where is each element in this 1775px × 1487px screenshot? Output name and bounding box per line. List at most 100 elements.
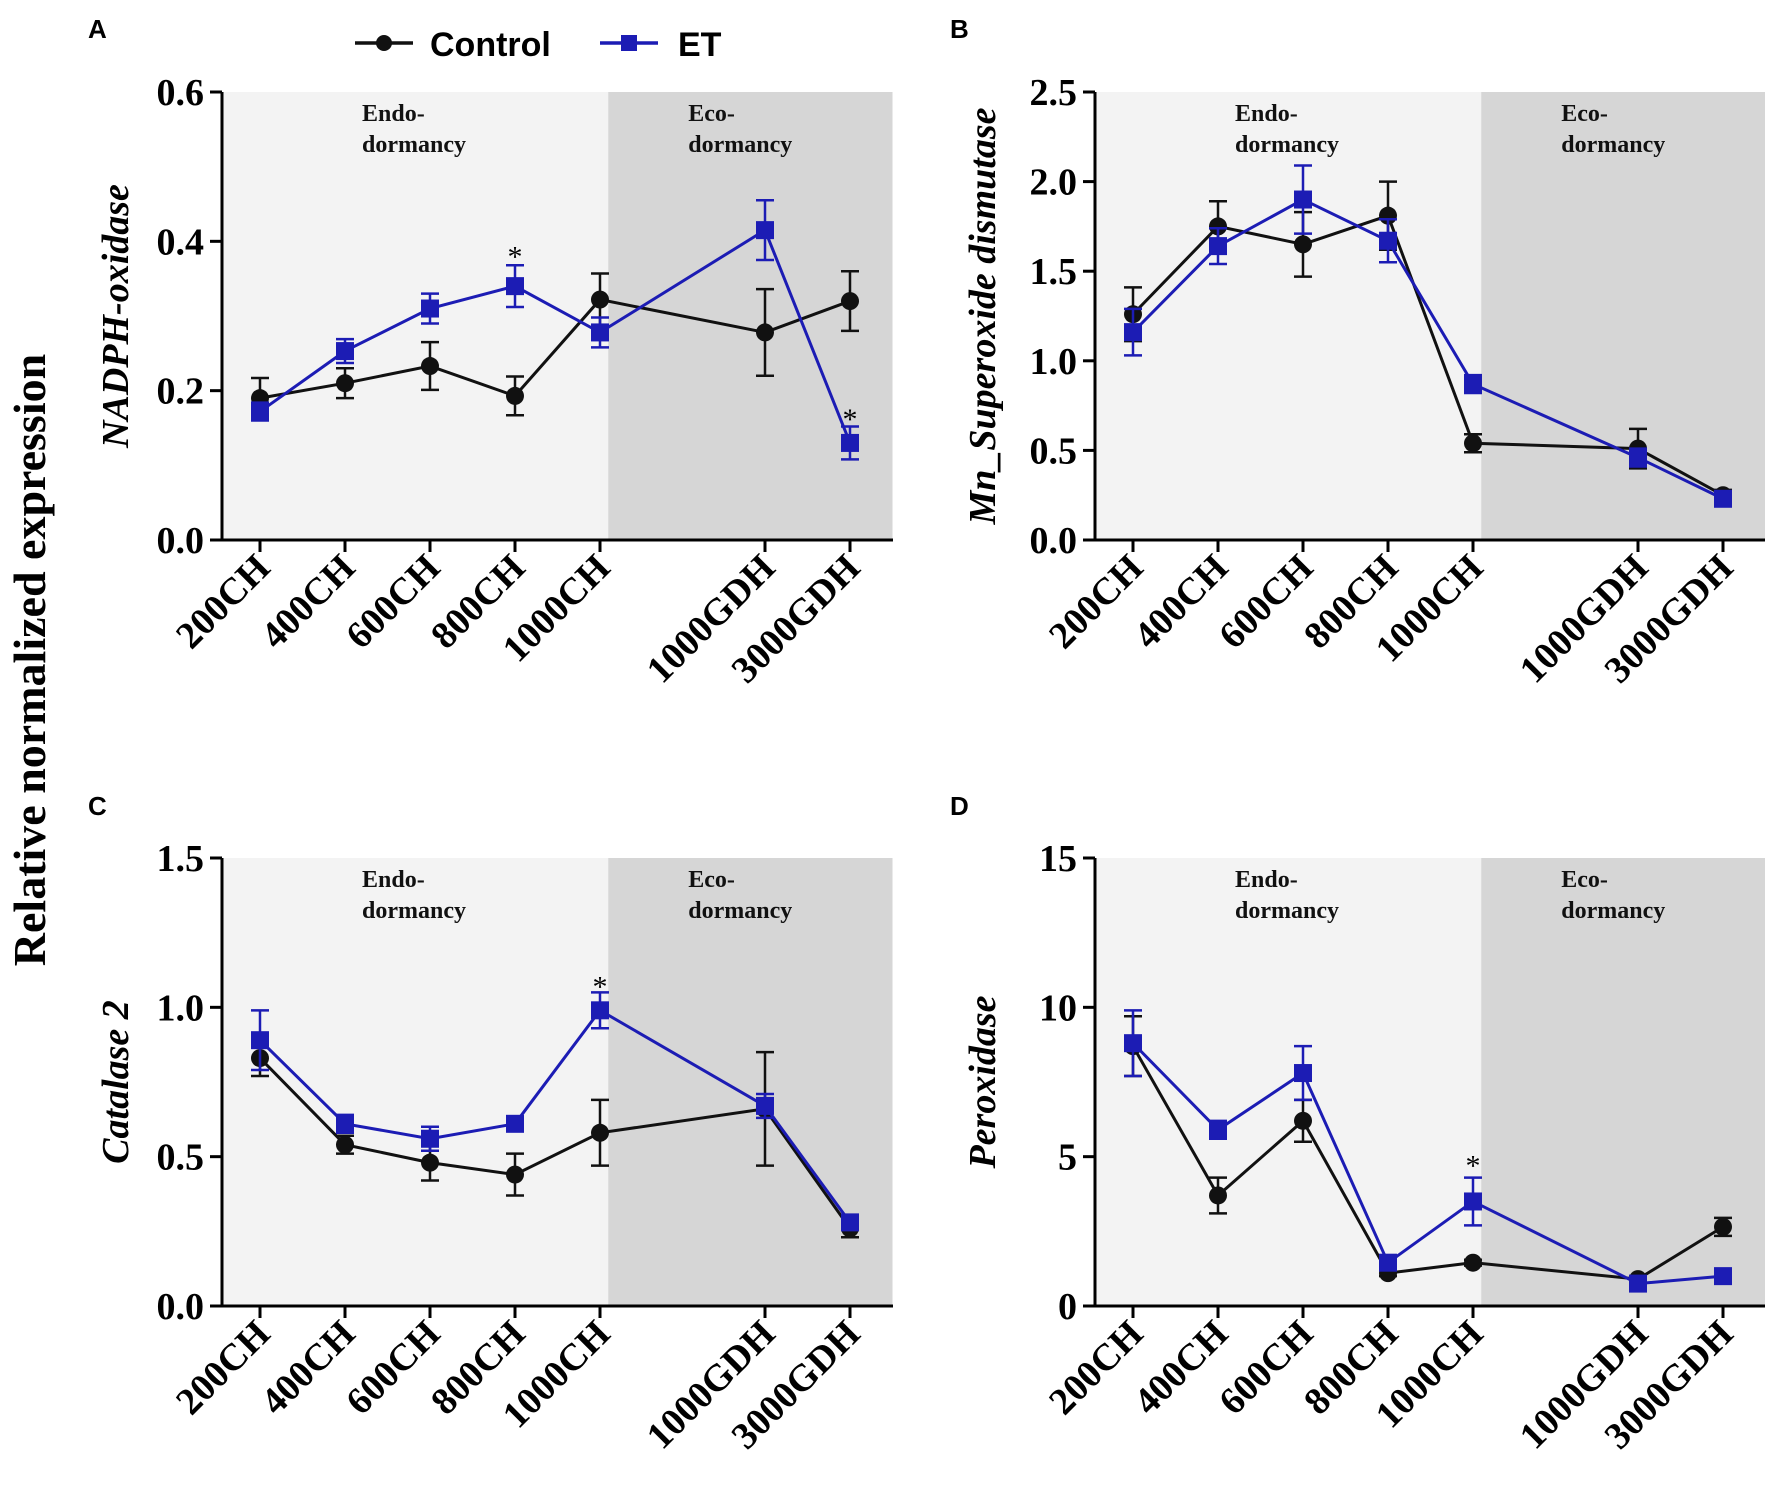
x-tick-label: 200CH bbox=[1041, 547, 1151, 657]
panel-letter: B bbox=[950, 14, 969, 44]
data-point-et bbox=[591, 323, 609, 342]
panel-d: Endo-dormancy Eco-dormancy 0 5 10 15 Peroxidas… bbox=[950, 791, 1765, 1457]
significance-marker: * bbox=[593, 970, 608, 1003]
data-point-control bbox=[1464, 434, 1482, 453]
y-tick-label: 0 bbox=[1058, 1286, 1077, 1328]
data-point-et bbox=[841, 433, 859, 452]
y-axis-label: Catalase 2 bbox=[95, 1000, 137, 1164]
panel-b: Endo-dormancy Eco-dormancy 0.0 0.5 1.0 1.5 2.0… bbox=[950, 14, 1765, 691]
x-tick-label: 600CH bbox=[338, 547, 448, 657]
x-tick-label: 400CH bbox=[1126, 1313, 1236, 1423]
endo-dormancy-region bbox=[1095, 92, 1482, 540]
eco-dormancy-region bbox=[608, 858, 893, 1306]
data-point-control bbox=[1209, 217, 1227, 236]
data-point-control bbox=[1294, 235, 1312, 254]
data-point-et bbox=[591, 1001, 609, 1020]
data-point-et bbox=[841, 1213, 859, 1232]
series-control bbox=[251, 269, 859, 420]
y-tick-label: 1.5 bbox=[157, 838, 205, 880]
y-tick-label: 2.5 bbox=[1030, 72, 1078, 114]
data-point-et bbox=[506, 1114, 524, 1133]
panel-letter: C bbox=[88, 791, 107, 821]
x-tick-label: 200CH bbox=[168, 1313, 278, 1423]
x-tick-label: 600CH bbox=[338, 1313, 448, 1423]
eco-region-label-line1: Eco- bbox=[1561, 101, 1608, 127]
data-point-et bbox=[756, 221, 774, 240]
data-point-et bbox=[421, 1129, 439, 1148]
x-tick-label: 200CH bbox=[1041, 1313, 1151, 1423]
eco-dormancy-region bbox=[1481, 858, 1765, 1306]
y-tick-label: 0.6 bbox=[157, 72, 205, 114]
legend-et-marker bbox=[621, 35, 637, 51]
data-point-control bbox=[756, 323, 774, 342]
x-tick-label: 200CH bbox=[168, 547, 278, 657]
series-et bbox=[1124, 1009, 1732, 1293]
panel-a: Endo-dormancy Eco-dormancy 0.0 0.2 0.4 0.6 NAD… bbox=[88, 14, 893, 691]
x-tick-label: 400CH bbox=[253, 547, 363, 657]
data-point-control bbox=[421, 357, 439, 376]
y-axis-label: Mn_Superoxide dismutase bbox=[962, 107, 1004, 525]
data-point-et bbox=[336, 1114, 354, 1133]
eco-region-label-line2: dormancy bbox=[688, 132, 792, 158]
eco-region-label-line2: dormancy bbox=[1561, 898, 1665, 924]
y-tick-label: 0.0 bbox=[157, 520, 205, 562]
data-point-et bbox=[1714, 1267, 1732, 1286]
y-tick-label: 10 bbox=[1039, 987, 1077, 1029]
eco-region-label-line2: dormancy bbox=[688, 898, 792, 924]
data-point-et bbox=[1124, 323, 1142, 342]
legend: Control ET bbox=[355, 26, 722, 64]
data-point-et bbox=[1464, 375, 1482, 394]
data-point-et bbox=[1464, 1192, 1482, 1211]
endo-region-label-line2: dormancy bbox=[1235, 132, 1339, 158]
panel-letter: D bbox=[950, 791, 969, 821]
eco-region-label-line1: Eco- bbox=[688, 101, 735, 127]
data-point-et bbox=[1209, 237, 1227, 256]
y-tick-label: 0.0 bbox=[1030, 520, 1078, 562]
data-point-et bbox=[1294, 1064, 1312, 1083]
data-point-control bbox=[421, 1153, 439, 1172]
data-point-control bbox=[506, 386, 524, 405]
data-point-control bbox=[336, 1135, 354, 1154]
data-point-control bbox=[1209, 1186, 1227, 1205]
legend-et-label: ET bbox=[678, 26, 722, 64]
x-tick-label: 400CH bbox=[253, 1313, 363, 1423]
panel-letter: A bbox=[88, 14, 107, 44]
endo-region-label-line1: Endo- bbox=[362, 101, 425, 127]
legend-control-marker bbox=[376, 35, 392, 51]
data-point-et bbox=[251, 402, 269, 421]
shared-ylabel: Relative normalized expression bbox=[4, 354, 55, 966]
y-tick-label: 2.0 bbox=[1030, 162, 1078, 204]
eco-dormancy-region bbox=[608, 92, 893, 540]
data-point-et bbox=[251, 1031, 269, 1050]
endo-region-label-line2: dormancy bbox=[362, 898, 466, 924]
endo-region-label-line1: Endo- bbox=[1235, 101, 1298, 127]
series-et bbox=[251, 991, 859, 1232]
endo-region-label-line1: Endo- bbox=[362, 867, 425, 893]
y-tick-label: 0.5 bbox=[1030, 430, 1078, 472]
data-point-et bbox=[756, 1096, 774, 1115]
significance-marker: * bbox=[843, 403, 858, 436]
y-tick-label: 5 bbox=[1058, 1137, 1077, 1179]
data-point-et bbox=[1379, 231, 1397, 250]
endo-region-label-line2: dormancy bbox=[362, 132, 466, 158]
data-point-et bbox=[336, 342, 354, 361]
data-point-control bbox=[591, 1123, 609, 1142]
data-point-control bbox=[1714, 1217, 1732, 1236]
y-tick-label: 15 bbox=[1039, 838, 1077, 880]
data-point-control bbox=[1294, 1111, 1312, 1130]
data-point-et bbox=[421, 299, 439, 318]
data-point-control bbox=[591, 290, 609, 309]
y-tick-label: 0.0 bbox=[157, 1286, 205, 1328]
data-point-control bbox=[841, 292, 859, 311]
y-tick-label: 0.4 bbox=[157, 221, 205, 263]
data-point-et bbox=[1294, 190, 1312, 209]
data-point-et bbox=[506, 277, 524, 296]
y-tick-label: 0.5 bbox=[157, 1137, 205, 1179]
data-point-control bbox=[1464, 1253, 1482, 1272]
y-axis-label: Peroxidase bbox=[962, 995, 1004, 1169]
data-point-control bbox=[506, 1165, 524, 1184]
y-axis-label: NADPH-oxidase bbox=[95, 184, 137, 449]
y-tick-label: 1.5 bbox=[1030, 251, 1078, 293]
data-point-control bbox=[336, 374, 354, 393]
